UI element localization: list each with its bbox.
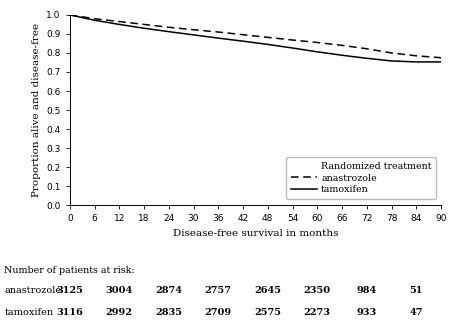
- Text: 2835: 2835: [155, 308, 182, 317]
- Text: 2575: 2575: [254, 308, 281, 317]
- Text: 2350: 2350: [304, 286, 331, 295]
- Text: 3004: 3004: [106, 286, 133, 295]
- Text: 2757: 2757: [205, 286, 232, 295]
- Text: 2273: 2273: [304, 308, 331, 317]
- Text: 3125: 3125: [56, 286, 83, 295]
- Text: 3116: 3116: [56, 308, 83, 317]
- Text: tamoxifen: tamoxifen: [4, 308, 54, 317]
- X-axis label: Disease-free survival in months: Disease-free survival in months: [173, 229, 338, 238]
- Text: Number of patients at risk:: Number of patients at risk:: [4, 266, 135, 275]
- Y-axis label: Proportion alive and disease-free: Proportion alive and disease-free: [32, 23, 41, 197]
- Text: 933: 933: [356, 308, 377, 317]
- Text: 47: 47: [410, 308, 423, 317]
- Text: 2709: 2709: [205, 308, 232, 317]
- Text: anastrozole: anastrozole: [4, 286, 62, 295]
- Legend: Randomized treatment, anastrozole, tamoxifen: Randomized treatment, anastrozole, tamox…: [286, 158, 436, 199]
- Text: 2645: 2645: [254, 286, 281, 295]
- Text: 51: 51: [410, 286, 423, 295]
- Text: 984: 984: [356, 286, 377, 295]
- Text: 2992: 2992: [106, 308, 133, 317]
- Text: 2874: 2874: [155, 286, 182, 295]
